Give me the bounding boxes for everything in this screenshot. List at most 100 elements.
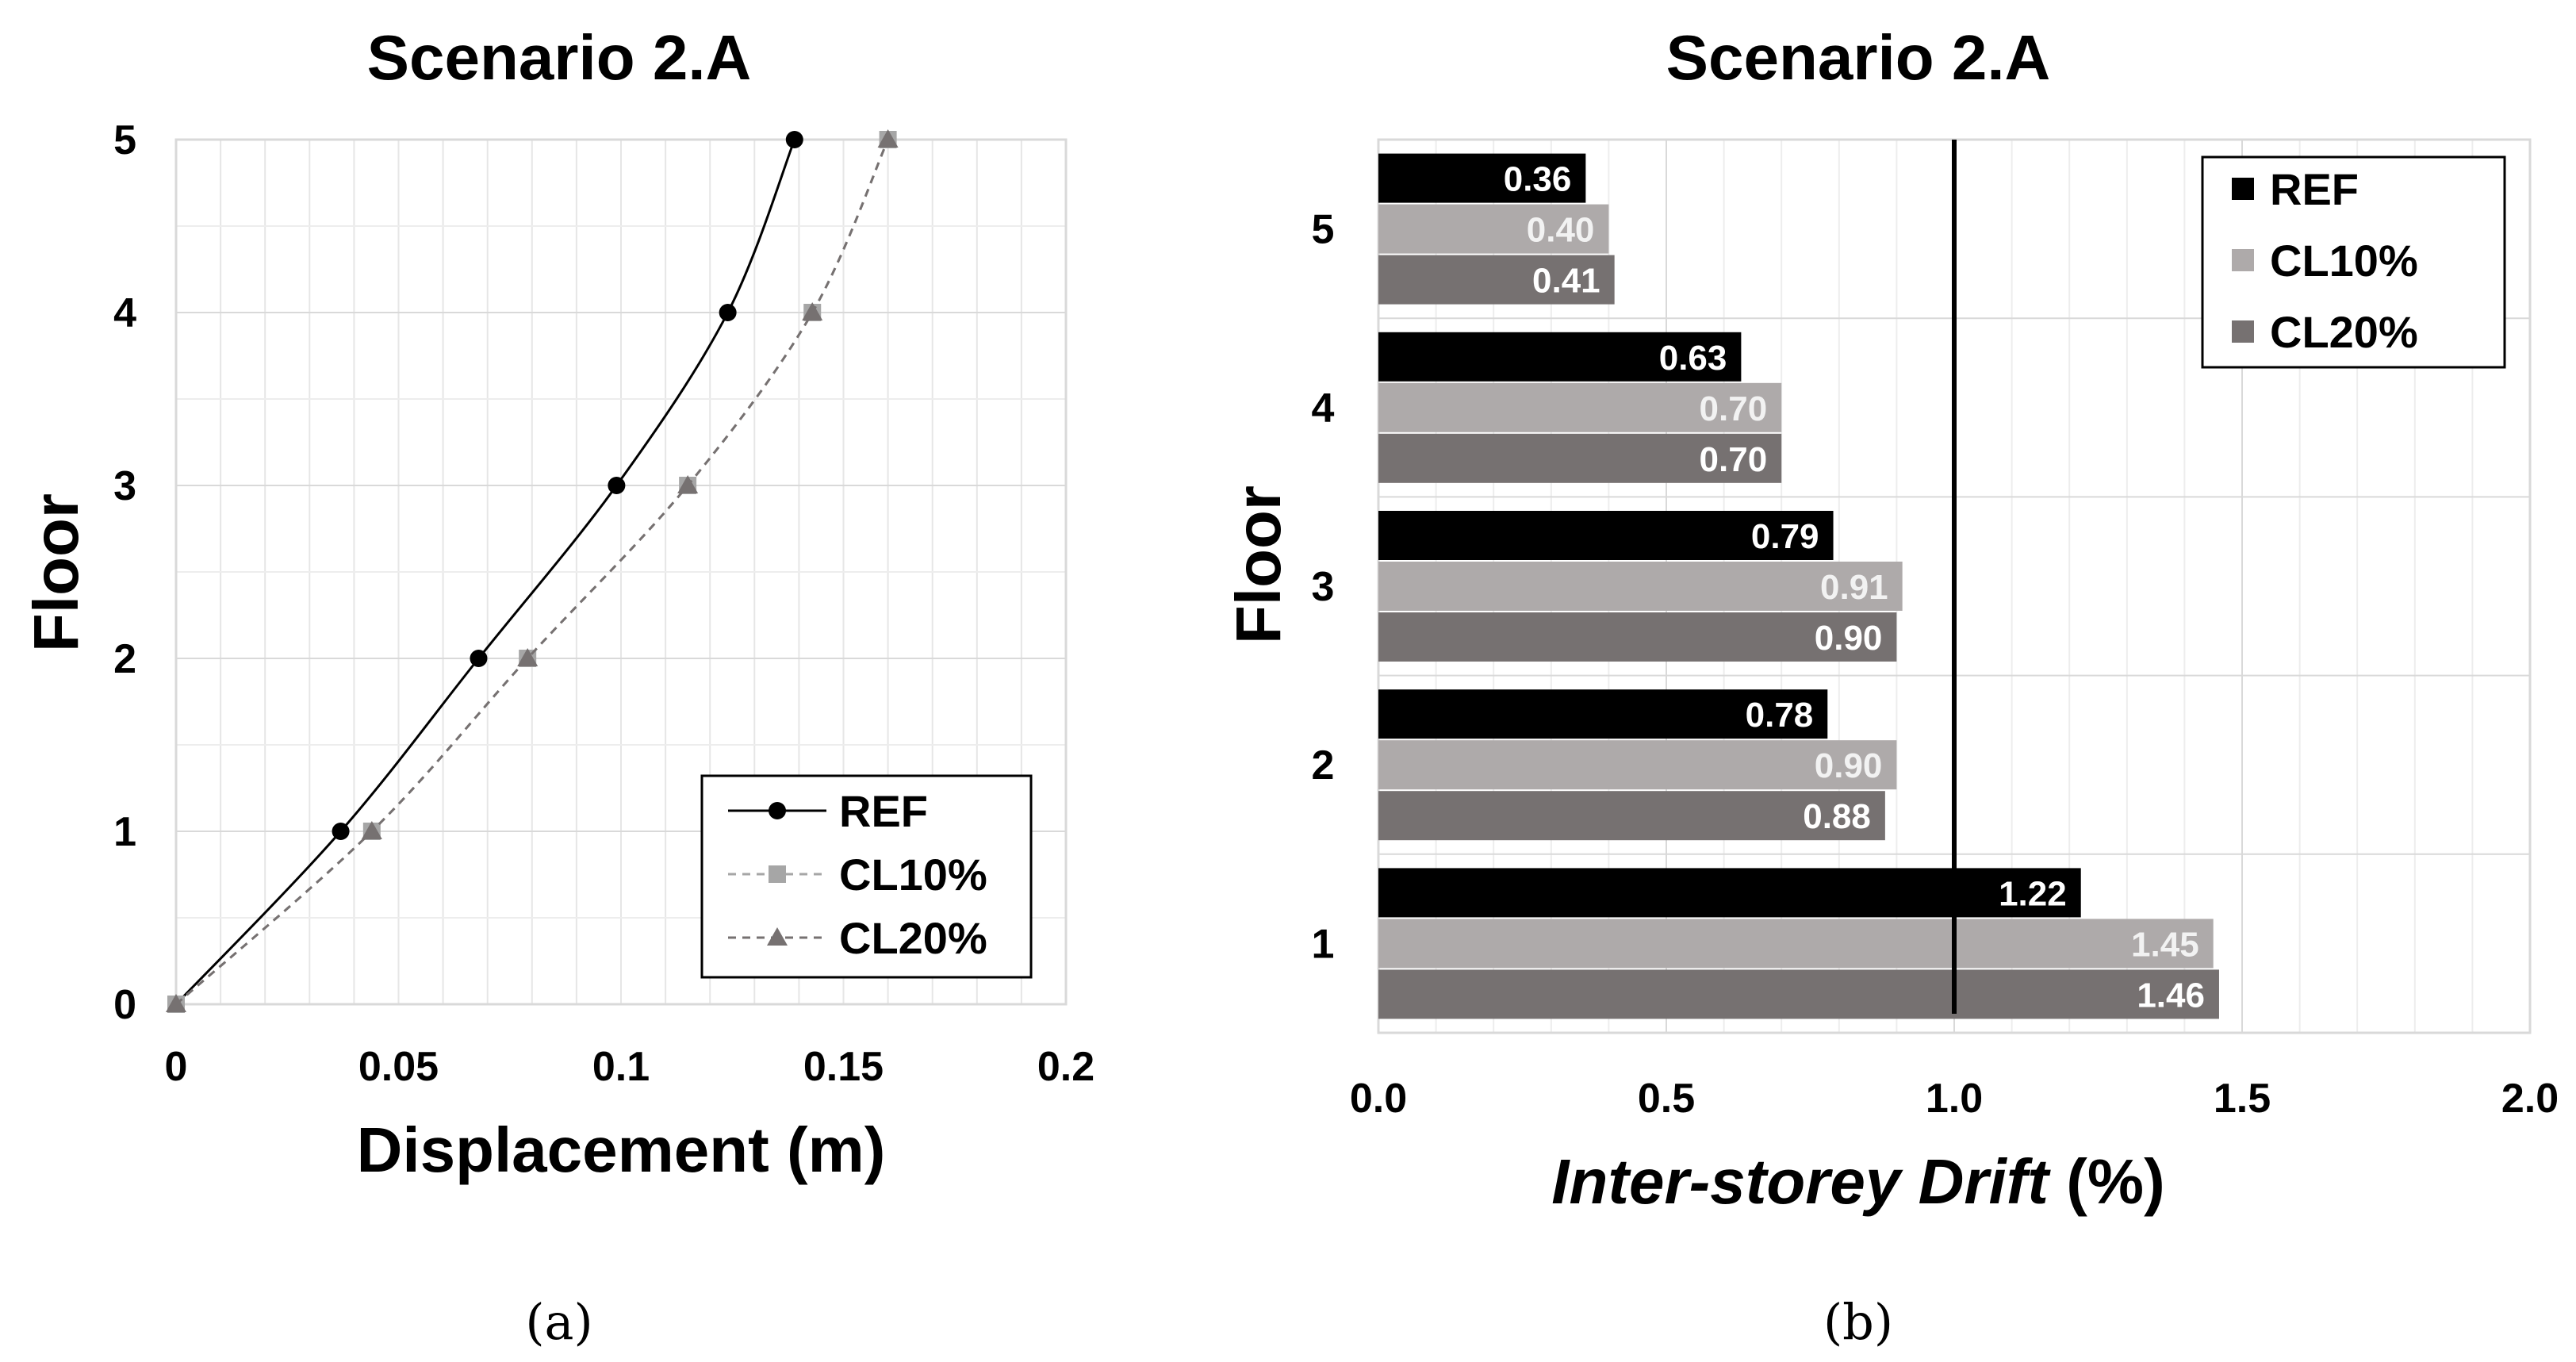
legend-marker-ref	[769, 802, 786, 819]
chart-a-y-tick-label: 4	[113, 290, 136, 336]
data-label-cl10-floor-4: 0.70	[1700, 389, 1768, 428]
data-label-cl10-floor-3: 0.91	[1820, 568, 1888, 607]
chart-a-y-tick-label: 1	[113, 809, 136, 855]
legend-label-cl10: CL10%	[2270, 236, 2418, 286]
data-label-cl20-floor-4: 0.70	[1700, 440, 1768, 479]
chart-a-legend-box	[700, 774, 1033, 979]
legend-label-ref: REF	[2270, 164, 2359, 214]
chart-a-x-tick-label: 0	[165, 1044, 188, 1090]
series-line-ref	[174, 139, 796, 1006]
chart-b-y-tick-label: 1	[1312, 921, 1335, 967]
chart-b-y-tick-label: 5	[1312, 207, 1335, 253]
bar-cl10-floor-2	[1378, 740, 1897, 790]
legend-marker-cl10	[769, 865, 786, 883]
panel-b-caption: (b)	[1823, 1293, 1893, 1351]
bar-cl10-floor-5	[1378, 204, 1609, 254]
chart-a-x-axis-label: Displacement (m)	[357, 1115, 886, 1185]
data-point-ref	[332, 823, 350, 840]
data-point-cl20	[517, 648, 539, 666]
chart-a-plot-frame	[174, 138, 1068, 1006]
chart-b-legend: REF CL10% CL20%	[2201, 155, 2506, 369]
panel-a-caption: (a)	[525, 1293, 592, 1351]
chart-b-y-axis-label: Floor	[1223, 485, 1294, 644]
chart-a-y-ticks: 0 1 2 3 4 5	[113, 117, 136, 1028]
bar-cl20-floor-4	[1378, 433, 1782, 483]
legend-label-cl20: CL20%	[2270, 307, 2418, 357]
chart-b-x-tick-label: 0.5	[1638, 1076, 1695, 1122]
data-point-cl20	[802, 302, 823, 320]
chart-b-y-tick-label: 4	[1312, 386, 1335, 432]
chart-b-y-tick-label: 2	[1312, 742, 1335, 788]
legend-label-cl20: CL20%	[839, 913, 987, 963]
data-label-cl20-floor-5: 0.41	[1532, 262, 1600, 301]
chart-b-x-tick-label: 1.5	[2214, 1076, 2271, 1122]
data-label-cl10-floor-5: 0.40	[1527, 211, 1595, 250]
data-point-ref	[470, 650, 488, 667]
bar-cl10-floor-4	[1378, 382, 1782, 432]
chart-a-y-axis-label: Floor	[21, 493, 91, 652]
data-label-ref-floor-2: 0.78	[1746, 696, 1814, 735]
panel-b-drift-chart: Scenario 2.A 1.22 1.45 1.46 0.780.90 0.88 0.7…	[1223, 22, 2559, 1351]
chart-a-y-tick-label: 3	[113, 463, 136, 509]
bar-ref-floor-4	[1378, 332, 1742, 382]
bar-cl10-floor-1	[1378, 919, 2214, 969]
chart-b-y-ticks: 1 2 3 4 5	[1312, 207, 1335, 968]
chart-b-bars: 1.22 1.45 1.46 0.780.90 0.88 0.790.91 0.90 0.63…	[1378, 153, 2219, 1019]
legend-label-ref: REF	[839, 786, 928, 836]
data-point-ref	[608, 477, 626, 494]
data-label-cl20-floor-3: 0.90	[1815, 619, 1883, 658]
bar-cl20-floor-3	[1378, 612, 1897, 662]
data-label-ref-floor-1: 1.22	[1999, 874, 2067, 913]
chart-a-y-tick-label: 5	[113, 117, 136, 163]
chart-a-series	[166, 129, 899, 1013]
chart-a-x-tick-label: 0.15	[803, 1044, 884, 1090]
series-cl20	[166, 129, 899, 1012]
data-point-ref	[719, 304, 737, 321]
bar-ref-floor-2	[1378, 689, 1828, 739]
data-point-cl20	[877, 129, 899, 148]
chart-b-title: Scenario 2.A	[1666, 22, 2051, 93]
data-point-cl20	[166, 994, 186, 1012]
legend-swatch-cl10	[2232, 249, 2254, 271]
chart-b-x-axis-label: Inter-storey Drift (%)	[1551, 1146, 2164, 1217]
bar-cl20-floor-2	[1378, 791, 1885, 841]
chart-b-x-tick-label: 0.0	[1350, 1076, 1407, 1122]
bar-cl20-floor-1	[1378, 969, 2219, 1019]
chart-a-legend: REF CL10% CL20%	[700, 774, 1033, 979]
chart-a-x-tick-label: 0.05	[358, 1044, 439, 1090]
data-label-cl10-floor-1: 1.45	[2131, 925, 2199, 964]
chart-a-x-tick-label: 0.2	[1037, 1044, 1094, 1090]
chart-a-x-ticks: 0 0.05 0.1 0.15 0.2	[165, 1044, 1095, 1090]
data-label-cl20-floor-2: 0.88	[1803, 797, 1871, 836]
legend-marker-cl20	[767, 927, 788, 946]
bar-cl20-floor-5	[1378, 255, 1615, 305]
chart-b-x-ticks: 0.0 0.5 1.0 1.5 2.0	[1350, 1076, 2559, 1122]
chart-b-y-tick-label: 3	[1312, 564, 1335, 610]
chart-b-x-axis-label-italic: Inter-storey Drift	[1551, 1146, 2051, 1217]
chart-b-x-axis-label-unit: (%)	[2049, 1146, 2165, 1217]
bar-ref-floor-3	[1378, 511, 1834, 560]
bar-ref-floor-5	[1378, 153, 1586, 203]
legend-label-cl10: CL10%	[839, 850, 987, 900]
data-label-ref-floor-4: 0.63	[1659, 339, 1727, 378]
chart-b-x-tick-label: 1.0	[1926, 1076, 1983, 1122]
chart-a-y-tick-label: 2	[113, 636, 136, 682]
legend-swatch-ref	[2232, 178, 2254, 200]
chart-b-x-tick-label: 2.0	[2501, 1076, 2559, 1122]
data-point-cl20	[361, 821, 382, 839]
chart-a-x-tick-label: 0.1	[592, 1044, 650, 1090]
data-point-cl20	[677, 475, 699, 493]
panel-a-displacement-chart: Scenario 2.A 0 0.05 0.1 0.15 0.2 0 1 2 3 4 5 Disp…	[21, 22, 1094, 1351]
bar-cl10-floor-3	[1378, 562, 1903, 611]
data-label-ref-floor-5: 0.36	[1504, 160, 1572, 199]
bar-ref-floor-1	[1378, 868, 2081, 918]
chart-a-title: Scenario 2.A	[367, 22, 752, 93]
chart-a-y-tick-label: 0	[113, 982, 136, 1028]
data-label-cl20-floor-1: 1.46	[2137, 976, 2205, 1015]
data-label-cl10-floor-2: 0.90	[1815, 746, 1883, 785]
series-line-cl20	[175, 139, 889, 1006]
data-point-ref	[785, 131, 803, 148]
legend-swatch-cl20	[2232, 320, 2254, 343]
data-label-ref-floor-3: 0.79	[1751, 517, 1819, 556]
